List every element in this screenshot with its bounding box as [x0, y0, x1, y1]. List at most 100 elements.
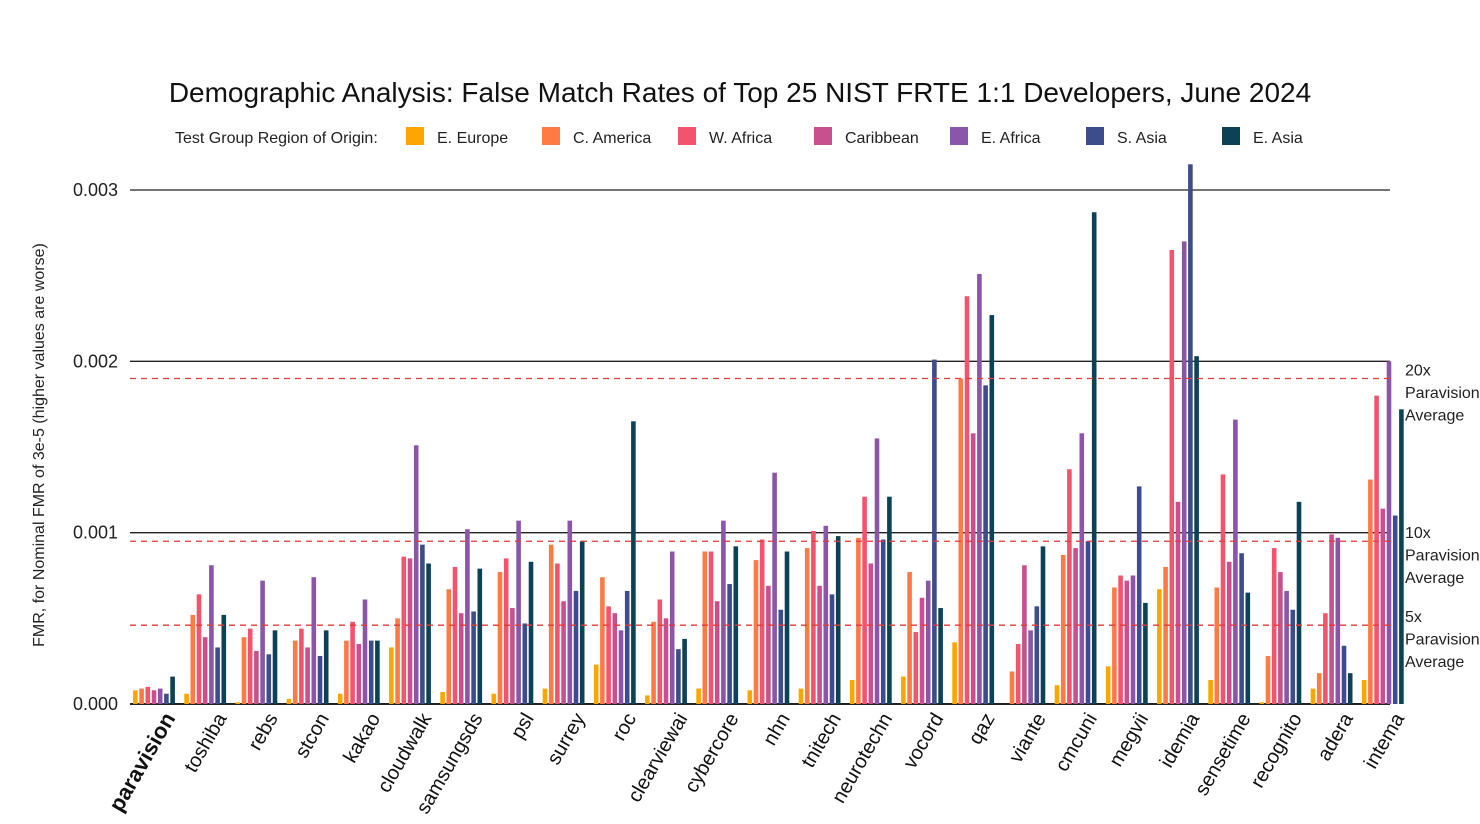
bar: [989, 315, 995, 704]
legend-entry: E. Africa: [981, 130, 1041, 147]
y-tick-label: 0.002: [73, 351, 118, 371]
bar: [471, 611, 476, 704]
bar: [721, 520, 726, 704]
bar: [600, 577, 605, 704]
bar: [753, 560, 759, 704]
bar: [1079, 433, 1085, 704]
bar: [184, 693, 189, 704]
bar: [266, 654, 272, 704]
bar: [925, 580, 931, 704]
bar: [759, 539, 765, 704]
bar: [645, 695, 650, 704]
bar: [983, 385, 988, 704]
bar: [1124, 580, 1130, 704]
bar: [579, 541, 585, 704]
bar: [337, 693, 343, 704]
bar: [1194, 356, 1199, 704]
bar: [1157, 589, 1162, 704]
bar: [440, 692, 445, 704]
legend-swatch: [950, 127, 968, 145]
bar: [395, 618, 400, 704]
bar: [170, 676, 175, 704]
bar: [676, 649, 681, 704]
bar: [446, 589, 452, 704]
bar: [1073, 548, 1078, 704]
y-tick-label: 0.000: [73, 694, 118, 714]
bar: [254, 650, 259, 704]
bar: [1265, 656, 1271, 704]
bar: [221, 614, 227, 704]
x-axis: paravision toshiba rebs stcon kakaocloudwalk…: [104, 708, 1410, 818]
legend-swatch: [542, 127, 560, 145]
bar: [375, 640, 380, 704]
bar: [669, 551, 675, 704]
bar: [1136, 486, 1142, 704]
bar: [1284, 590, 1289, 704]
bar: [139, 688, 144, 704]
bar: [657, 599, 663, 704]
x-tick-label: adera: [1313, 709, 1358, 765]
bar: [977, 273, 982, 704]
bar: [1361, 680, 1367, 704]
bar: [389, 647, 394, 704]
bar: [593, 664, 599, 704]
x-tick-label: recognito: [1247, 710, 1307, 792]
x-tick-label: surrey: [543, 710, 590, 769]
bar: [702, 551, 708, 704]
bar: [804, 548, 810, 704]
y-axis-label: FMR, for Nominal FMR of 3e-5 (higher val…: [31, 243, 48, 647]
bar: [1054, 685, 1060, 704]
bar: [1392, 515, 1398, 704]
legend-entry: E. Asia: [1253, 130, 1303, 147]
bar: [164, 693, 169, 704]
bar: [215, 647, 220, 704]
x-tick-label: cmcuni: [1051, 710, 1102, 776]
legend-entry: S. Asia: [1117, 130, 1167, 147]
bar: [1278, 572, 1283, 704]
bar: [503, 558, 509, 704]
bar: [1143, 602, 1148, 704]
bar: [1296, 501, 1302, 704]
bar: [407, 558, 413, 704]
reference-label: 5x Paravision Average: [1405, 609, 1480, 671]
bar: [133, 690, 138, 704]
bar: [491, 693, 497, 704]
bar: [190, 614, 196, 704]
legend-swatch: [1222, 127, 1240, 145]
bar: [1028, 630, 1033, 704]
legend-entry: E. Europe: [437, 130, 508, 147]
x-tick-label: idemia: [1156, 709, 1205, 772]
bar: [1112, 587, 1117, 704]
bar: [835, 536, 841, 704]
bar: [856, 537, 861, 704]
bar: [426, 563, 431, 704]
bar: [798, 688, 804, 704]
bar: [151, 690, 157, 704]
bar: [1034, 606, 1040, 704]
bar: [1118, 575, 1123, 704]
bar: [1105, 666, 1111, 704]
bar: [477, 568, 483, 704]
bar: [766, 585, 771, 704]
bar: [1169, 249, 1175, 704]
bar: [823, 525, 829, 704]
bar: [145, 686, 151, 704]
bar: [1181, 241, 1187, 704]
bar: [548, 544, 554, 704]
bar: [292, 640, 298, 704]
bar: [311, 577, 317, 704]
bar: [708, 551, 714, 704]
chart-title: Demographic Analysis: False Match Rates …: [169, 77, 1311, 108]
bar: [458, 613, 464, 704]
bar: [938, 608, 943, 704]
bar: [202, 637, 208, 704]
legend-entry: C. America: [573, 130, 651, 147]
bar: [1329, 534, 1334, 704]
legend: E. Europe C. America W. Africa Caribbean E. …: [406, 127, 1303, 147]
bar: [573, 590, 579, 704]
bar: [1245, 592, 1251, 704]
x-tick-label: psl: [507, 710, 539, 743]
bar: [1316, 673, 1322, 704]
